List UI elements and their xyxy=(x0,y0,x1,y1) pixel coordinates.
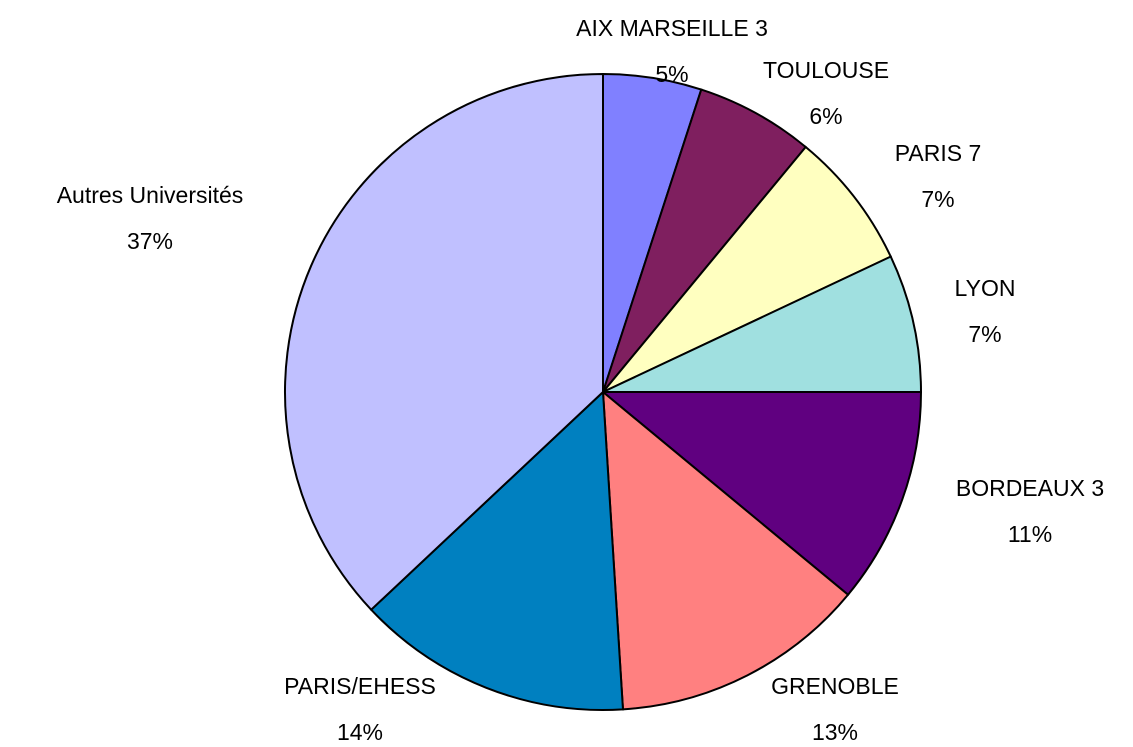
slice-label: PARIS 7 xyxy=(895,140,982,166)
slice-label: PARIS/EHESS xyxy=(284,673,436,699)
slice-value-label: 7% xyxy=(968,321,1001,347)
slice-value-label: 14% xyxy=(337,719,383,745)
slice-label: GRENOBLE xyxy=(771,673,899,699)
slice-value-label: 5% xyxy=(655,61,688,87)
pie-slice xyxy=(284,72,604,612)
slice-value-label: 6% xyxy=(809,103,842,129)
slice-value-label: 7% xyxy=(921,186,954,212)
pie-slice xyxy=(601,389,850,711)
slice-value-label: 11% xyxy=(1008,521,1052,547)
slice-value-label: 13% xyxy=(812,719,858,745)
slice-label: LYON xyxy=(955,275,1016,301)
slice-label: AIX MARSEILLE 3 xyxy=(576,15,768,41)
pie-slice xyxy=(602,88,808,393)
slice-label: TOULOUSE xyxy=(763,57,889,83)
slice-label: Autres Universités xyxy=(57,182,244,208)
pie-slice xyxy=(600,391,923,597)
pie-slice xyxy=(602,145,893,393)
slice-value-label: 37% xyxy=(127,228,173,254)
slice-label: BORDEAUX 3 xyxy=(956,475,1104,501)
pie-slice xyxy=(602,255,923,393)
pie-slice xyxy=(369,389,625,711)
